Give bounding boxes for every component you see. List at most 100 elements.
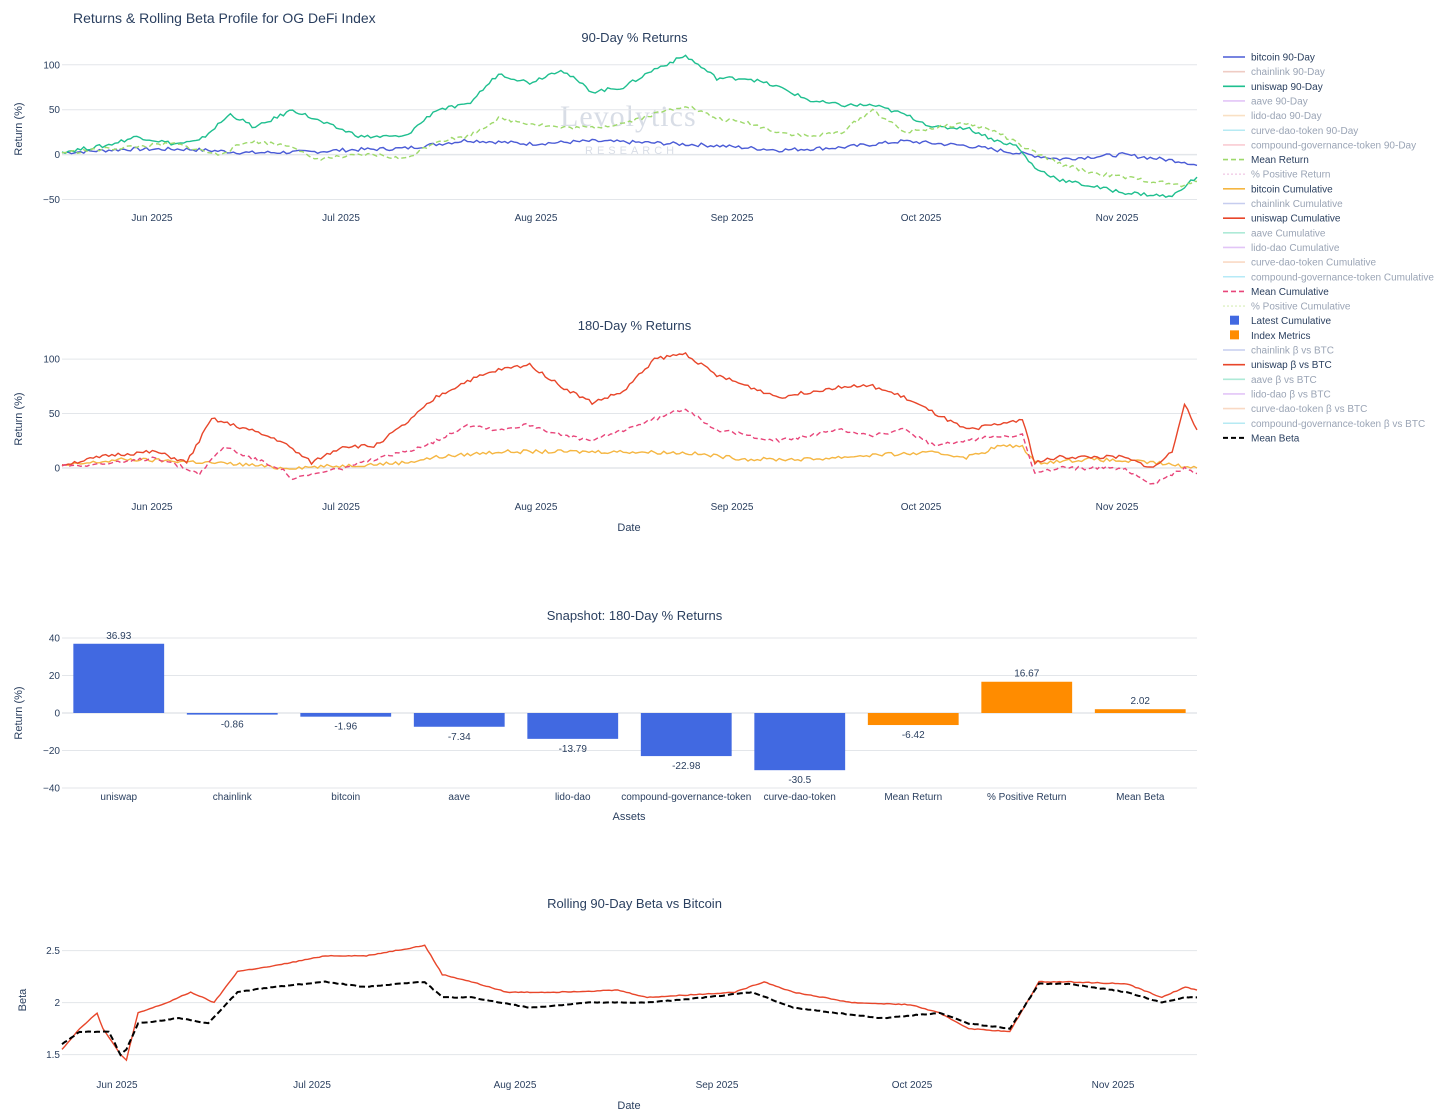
legend-label: compound-governance-token Cumulative — [1251, 272, 1434, 283]
legend-label: lido-dao β vs BTC — [1251, 389, 1331, 400]
x-tick-label: Nov 2025 — [1096, 502, 1139, 513]
x-tick-label: Jun 2025 — [131, 213, 173, 224]
x-tick-label: Jul 2025 — [322, 502, 360, 513]
chart-panel-3: Rolling 90-Day Beta vs Bitcoin 1.5 2 2.5 Bet… — [17, 896, 1198, 1112]
x-tick-label: bitcoin — [331, 792, 360, 803]
chart-title: 180-Day % Returns — [578, 318, 692, 333]
y-tick-label: −50 — [43, 195, 60, 206]
legend-label: curve-dao-token β vs BTC — [1251, 404, 1367, 415]
legend-item[interactable]: lido-dao 90-Day — [1223, 111, 1322, 122]
chart-panel-1: 180-Day % Returns 0 50 100 Return (%) Date Jun… — [13, 318, 1198, 534]
legend-label: uniswap β vs BTC — [1251, 360, 1332, 371]
legend-label: Mean Beta — [1251, 433, 1300, 444]
bar-value-label: 2.02 — [1131, 696, 1151, 707]
y-tick-label: 2.5 — [46, 946, 60, 957]
legend-item[interactable]: curve-dao-token Cumulative — [1223, 258, 1376, 269]
chart-title: 90-Day % Returns — [581, 30, 688, 45]
legend-label: aave 90-Day — [1251, 96, 1308, 107]
legend-label: lido-dao Cumulative — [1251, 243, 1340, 254]
legend-label: chainlink Cumulative — [1251, 199, 1343, 210]
bar-uniswap — [73, 643, 165, 713]
legend-item[interactable]: curve-dao-token β vs BTC — [1223, 404, 1367, 415]
legend-item[interactable]: aave 90-Day — [1223, 96, 1308, 107]
bar-value-label: 16.67 — [1014, 669, 1039, 680]
legend-label: Latest Cumulative — [1251, 316, 1331, 327]
y-tick-label: 100 — [43, 60, 60, 71]
series-line-uniswap-vs-btc — [61, 944, 1198, 1062]
y-tick-label: 40 — [49, 634, 61, 645]
legend-item[interactable]: compound-governance-token β vs BTC — [1223, 419, 1425, 430]
legend-item[interactable]: lido-dao β vs BTC — [1223, 389, 1331, 400]
bar-value-label: -6.42 — [902, 730, 925, 741]
legend-label: uniswap 90-Day — [1251, 82, 1323, 93]
legend-item[interactable]: Mean Return — [1223, 155, 1309, 166]
legend-item[interactable]: aave Cumulative — [1223, 228, 1326, 239]
legend-label: chainlink 90-Day — [1251, 67, 1325, 78]
legend-label: % Positive Return — [1251, 170, 1330, 181]
y-axis-title: Beta — [17, 988, 29, 1012]
x-tick-label: uniswap — [100, 792, 137, 803]
x-tick-label: Aug 2025 — [515, 502, 558, 513]
chart-panel-2: Snapshot: 180-Day % Returns −40 −20 0 20 40 Re… — [13, 608, 1197, 823]
chart-title: Snapshot: 180-Day % Returns — [547, 608, 723, 623]
x-tick-label: Sep 2025 — [696, 1080, 739, 1091]
bar-value-label: -13.79 — [559, 744, 588, 755]
bar-value-label: -22.98 — [672, 761, 701, 772]
legend-item[interactable]: bitcoin 90-Day — [1223, 53, 1315, 64]
y-tick-label: 50 — [49, 409, 61, 420]
bar-value-label: -7.34 — [448, 732, 471, 743]
x-tick-label: lido-dao — [555, 792, 591, 803]
chart-title: Rolling 90-Day Beta vs Bitcoin — [547, 896, 722, 911]
legend-label: compound-governance-token β vs BTC — [1251, 419, 1425, 430]
series-line-bitcoin-90-day — [61, 138, 1198, 167]
y-tick-label: 1.5 — [46, 1050, 60, 1061]
legend-item[interactable]: compound-governance-token Cumulative — [1223, 272, 1434, 283]
legend-item[interactable]: lido-dao Cumulative — [1223, 243, 1340, 254]
x-tick-label: compound-governance-token — [621, 792, 751, 803]
y-axis-title: Return (%) — [13, 102, 25, 155]
bar-chainlink — [186, 713, 278, 715]
bar-value-label: 36.93 — [106, 631, 131, 642]
legend-item[interactable]: Latest Cumulative — [1230, 315, 1331, 328]
legend-item[interactable]: uniswap 90-Day — [1223, 82, 1323, 93]
legend-item[interactable]: Index Metrics — [1230, 330, 1310, 342]
legend-item[interactable]: chainlink 90-Day — [1223, 67, 1325, 78]
y-tick-label: 0 — [54, 709, 60, 720]
bar--positive-return — [981, 681, 1073, 713]
bar-mean-beta — [1094, 709, 1186, 713]
series-line-bitcoin-cumulative — [61, 443, 1198, 470]
legend-item[interactable]: % Positive Return — [1223, 170, 1330, 181]
legend-item[interactable]: uniswap β vs BTC — [1223, 360, 1332, 371]
legend-item[interactable]: % Positive Cumulative — [1223, 302, 1351, 313]
y-tick-label: 0 — [54, 150, 60, 161]
series-line-uniswap-90-day — [61, 54, 1198, 198]
x-axis-title: Date — [617, 1100, 640, 1112]
legend-swatch — [1230, 315, 1239, 325]
x-axis-title: Assets — [612, 811, 646, 823]
x-tick-label: curve-dao-token — [764, 792, 836, 803]
x-tick-label: Jul 2025 — [293, 1080, 331, 1091]
y-tick-label: −40 — [43, 784, 60, 795]
legend-item[interactable]: bitcoin Cumulative — [1223, 184, 1333, 195]
legend-item[interactable]: compound-governance-token 90-Day — [1223, 140, 1416, 151]
legend-item[interactable]: chainlink β vs BTC — [1223, 346, 1334, 357]
x-tick-label: Oct 2025 — [901, 502, 942, 513]
legend-item[interactable]: chainlink Cumulative — [1223, 199, 1343, 210]
legend-item[interactable]: Mean Cumulative — [1223, 287, 1329, 298]
legend-item[interactable]: curve-dao-token 90-Day — [1223, 126, 1358, 137]
legend-label: lido-dao 90-Day — [1251, 111, 1322, 122]
legend-label: chainlink β vs BTC — [1251, 346, 1334, 357]
x-axis-title: Date — [617, 522, 640, 534]
legend-label: Mean Cumulative — [1251, 287, 1329, 298]
y-tick-label: −20 — [43, 746, 60, 757]
x-tick-label: Mean Return — [884, 792, 942, 803]
legend-item[interactable]: aave β vs BTC — [1223, 375, 1317, 386]
legend-item[interactable]: uniswap Cumulative — [1223, 214, 1341, 225]
chart-panel-0: 90-Day % Returns −50 0 50 100 Return (%) Jun 2… — [13, 30, 1198, 224]
y-tick-label: 100 — [43, 355, 60, 366]
watermark-logo: Levolytics — [560, 100, 697, 133]
x-tick-label: Nov 2025 — [1096, 213, 1139, 224]
legend-item[interactable]: Mean Beta — [1223, 433, 1300, 444]
series-line-mean-return — [61, 105, 1198, 188]
